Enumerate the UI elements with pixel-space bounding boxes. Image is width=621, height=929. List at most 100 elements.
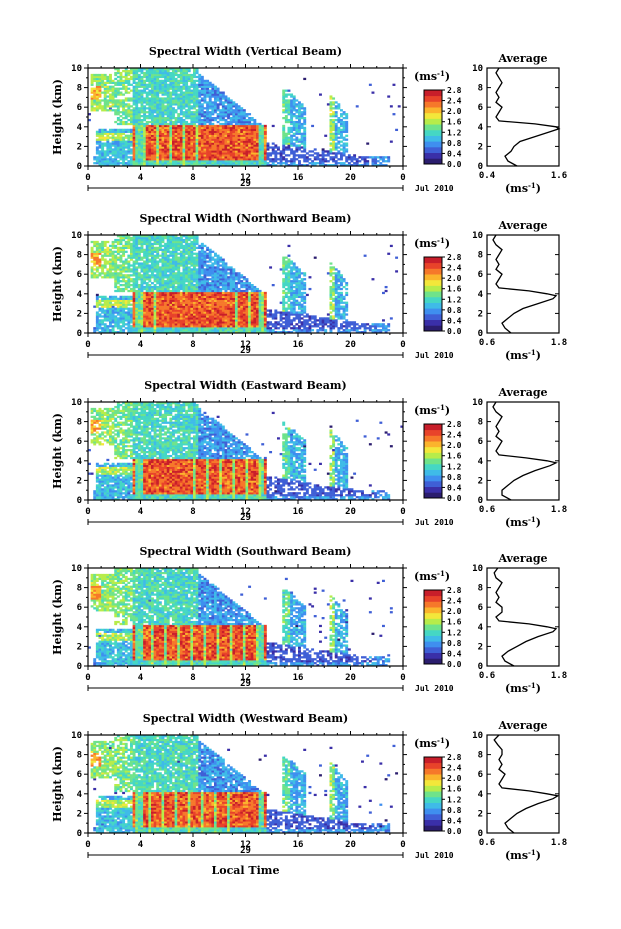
heatmap-cell xyxy=(164,331,168,334)
heatmap-cell xyxy=(111,128,115,132)
heatmap-cell xyxy=(190,293,194,297)
heatmap-cell xyxy=(135,130,139,133)
heatmap-cell xyxy=(114,154,118,157)
heatmap-cell xyxy=(198,278,202,281)
heatmap-cell xyxy=(177,240,181,244)
heatmap-cell xyxy=(127,99,131,102)
heatmap-cell xyxy=(98,105,102,108)
heatmap-cell xyxy=(203,154,207,157)
heatmap-cell xyxy=(179,319,183,322)
heatmap-cell xyxy=(161,260,165,263)
heatmap-cell xyxy=(174,120,178,124)
heatmap-cell xyxy=(135,258,139,261)
heatmap-cell xyxy=(284,111,288,114)
heatmap-cell xyxy=(148,305,152,308)
heatmap-cell xyxy=(116,285,120,289)
heatmap-cell xyxy=(261,152,265,155)
heatmap-cell xyxy=(248,164,252,167)
heatmap-cell xyxy=(235,109,238,112)
heatmap-cell xyxy=(95,109,99,112)
heatmap-cell xyxy=(127,103,131,106)
heatmap-cell xyxy=(132,113,136,116)
heatmap-cell xyxy=(103,152,107,155)
heatmap-cell xyxy=(135,140,139,143)
heatmap-cell xyxy=(224,136,228,139)
heatmap-cell xyxy=(156,274,160,277)
heatmap-cell xyxy=(90,95,94,98)
heatmap-cell xyxy=(140,142,144,145)
heatmap-cell xyxy=(119,315,123,318)
heatmap-cell xyxy=(114,268,118,271)
heatmap-cell xyxy=(177,140,181,143)
heatmap-cell xyxy=(143,242,147,246)
heatmap-cell xyxy=(114,136,118,139)
heatmap-cell xyxy=(148,284,152,287)
heatmap-cell xyxy=(164,146,168,149)
heatmap-cell xyxy=(193,122,196,126)
heatmap-cell xyxy=(290,158,294,161)
heatmap-cell xyxy=(119,325,123,328)
heatmap-cell xyxy=(151,89,154,92)
heatmap-cell xyxy=(313,152,317,155)
heatmap-cell xyxy=(111,256,115,259)
heatmap-cell xyxy=(95,97,99,100)
heatmap-cell xyxy=(177,85,181,88)
heatmap-cell xyxy=(166,101,170,104)
heatmap-cell xyxy=(229,117,233,120)
heatmap-cell xyxy=(145,278,149,281)
heatmap-cell xyxy=(116,138,120,141)
panel-2: Spectral Width (Northward Beam)0246810He… xyxy=(51,212,567,362)
heatmap-cell xyxy=(116,132,120,135)
heatmap-cell xyxy=(169,156,173,159)
heatmap-cell xyxy=(137,95,141,98)
heatmap-cell xyxy=(158,299,162,302)
heatmap-cell xyxy=(103,240,107,244)
heatmap-cell xyxy=(242,140,246,143)
heatmap-cell xyxy=(298,105,301,108)
heatmap-cell xyxy=(130,295,133,299)
heatmap-cell xyxy=(284,101,288,104)
heatmap-cell xyxy=(122,268,126,271)
heatmap-cell xyxy=(242,115,246,118)
heatmap-cell xyxy=(177,97,181,100)
heatmap-cell xyxy=(200,126,204,130)
heatmap-cell xyxy=(143,85,147,88)
heatmap-cell xyxy=(140,75,144,79)
heatmap-cell xyxy=(124,144,128,147)
heatmap-cell xyxy=(211,95,215,98)
heatmap-cell xyxy=(132,156,136,159)
heatmap-cell xyxy=(156,117,160,120)
heatmap-cell xyxy=(190,118,194,122)
heatmap-cell xyxy=(193,107,196,110)
heatmap-cell xyxy=(295,103,299,106)
heatmap-cell xyxy=(227,160,231,163)
heatmap-cell xyxy=(179,109,183,112)
heatmap-cell xyxy=(156,105,160,108)
heatmap-cell xyxy=(174,252,178,255)
heatmap-cell xyxy=(122,87,126,90)
heatmap-cell xyxy=(279,158,283,161)
heatmap-cell xyxy=(143,266,147,269)
heatmap-cell xyxy=(185,268,189,271)
heatmap-cell xyxy=(287,138,291,141)
heatmap-cell xyxy=(185,103,189,106)
heatmap-cell xyxy=(263,164,267,167)
heatmap-cell xyxy=(193,158,196,161)
heatmap-cell xyxy=(143,291,147,295)
heatmap-cell xyxy=(261,138,265,141)
heatmap-cell xyxy=(140,327,144,330)
heatmap-cell xyxy=(101,162,105,165)
heatmap-cell xyxy=(224,120,228,124)
heatmap-cell xyxy=(135,291,139,295)
heatmap-cell xyxy=(161,142,165,145)
heatmap-cell xyxy=(182,130,186,133)
heatmap-cell xyxy=(177,325,181,328)
heatmap-cell xyxy=(151,301,154,304)
heatmap-cell xyxy=(235,132,238,135)
heatmap-cell xyxy=(219,146,223,149)
heatmap-cell xyxy=(143,311,147,314)
heatmap-cell xyxy=(135,272,139,275)
heatmap-cell xyxy=(198,315,202,318)
heatmap-cell xyxy=(211,113,215,116)
heatmap-cell xyxy=(140,287,144,291)
